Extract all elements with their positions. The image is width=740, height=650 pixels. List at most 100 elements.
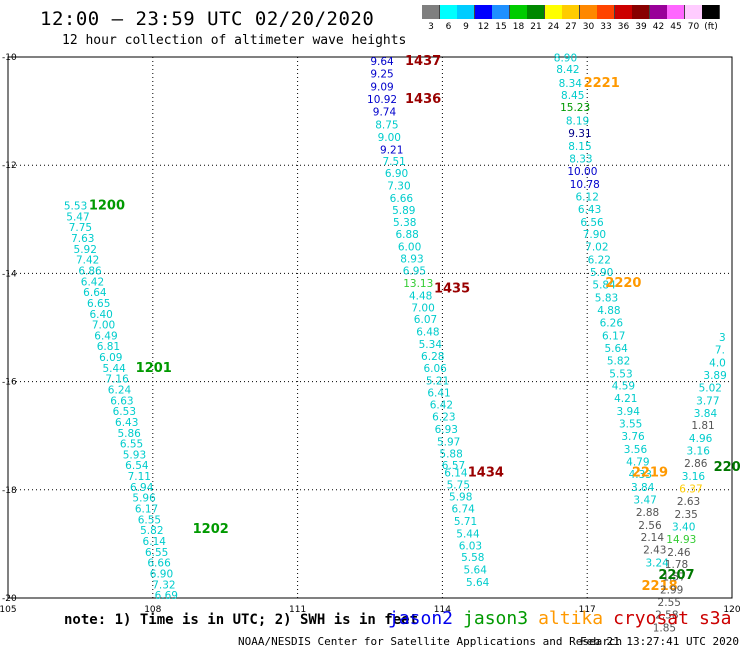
wave-height-value: 2.35 [674, 509, 697, 521]
wave-height-value: 6.95 [403, 265, 426, 277]
wave-height-value: 6.55 [145, 547, 168, 559]
colorbar-label: 30 [582, 22, 595, 32]
pass-time-label: 1437 [405, 54, 441, 69]
pass-time-label: 2218 [642, 579, 678, 594]
colorbar-label: 18 [512, 22, 525, 32]
chart-subtitle: 12 hour collection of altimeter wave hei… [62, 33, 407, 48]
wave-height-value: 6.43 [115, 417, 138, 429]
wave-height-value: 6.93 [435, 424, 458, 436]
wave-height-value: 10.78 [570, 179, 600, 191]
legend-item-s3a: s3a [698, 608, 732, 629]
wave-height-value: 5.75 [447, 480, 470, 492]
wave-height-value: 6.43 [578, 204, 601, 216]
wave-height-value: 6.42 [430, 400, 453, 412]
plot-frame [7, 56, 733, 599]
wave-height-value: 5.64 [466, 577, 490, 589]
wave-height-value: 2.56 [638, 520, 662, 532]
chart-note: note: 1) Time is in UTC; 2) SWH is in fe… [64, 612, 419, 628]
wave-height-value: 5.38 [393, 217, 416, 229]
pass-time-label: 1200 [89, 199, 125, 214]
wave-height-value: 6.65 [87, 298, 110, 310]
wave-height-value: 2.63 [677, 496, 700, 508]
wave-height-value: 6.00 [398, 242, 421, 254]
wave-height-value: 4.88 [597, 305, 620, 317]
wave-height-value: 10.92 [367, 94, 397, 106]
wave-height-value: 8.19 [566, 116, 589, 128]
y-tick-label: -14 [2, 269, 17, 279]
pass-time-label: 2219 [632, 465, 668, 480]
wave-height-value: 8.90 [554, 52, 577, 64]
wave-height-value: 7.30 [387, 181, 410, 193]
wave-height-value: 4.21 [614, 393, 637, 405]
wave-height-value: 7. [715, 344, 725, 356]
wave-height-value: 8.93 [400, 254, 423, 266]
colorbar-label: 42 [652, 22, 665, 32]
wave-height-value: 6.66 [147, 558, 171, 570]
wave-height-value: 5.96 [132, 493, 156, 505]
wave-height-value: 5.47 [66, 211, 89, 223]
wave-height-value: 5.89 [392, 205, 415, 217]
wave-height-value: 6.88 [395, 229, 418, 241]
wave-height-value: 2.55 [658, 597, 681, 609]
wave-height-value: 6.14 [143, 536, 167, 548]
wave-height-value: 7.02 [585, 242, 608, 254]
wave-height-value: 4.0 [709, 357, 726, 369]
wave-height-value: 2.43 [643, 545, 666, 557]
y-tick-label: -18 [2, 486, 17, 496]
x-tick-label: 117 [579, 605, 596, 615]
wave-height-value: 1.57 [662, 572, 685, 584]
wave-height-value: 5.53 [609, 368, 632, 380]
wave-height-value: 3.84 [631, 482, 655, 494]
wave-height-value: 9.09 [370, 82, 393, 94]
generation-timestamp: Feb 21 13:27:41 UTC 2020 [580, 635, 739, 648]
wave-height-value: 2.88 [636, 507, 659, 519]
wave-height-value: 6.23 [432, 412, 455, 424]
wave-height-value: 1.85 [653, 623, 676, 635]
wave-height-value: 8.34 [559, 78, 583, 90]
wave-height-value: 6.06 [423, 363, 447, 375]
pass-time-label: 220 [714, 460, 740, 475]
wave-height-value: 1.78 [665, 559, 688, 571]
colorbar-label: 15 [495, 22, 507, 32]
wave-height-value: 3.76 [621, 431, 645, 443]
x-tick-label: 120 [723, 605, 740, 615]
wave-height-value: 3.55 [619, 419, 642, 431]
y-tick-label: -16 [2, 378, 17, 388]
wave-height-value: 5.82 [607, 355, 630, 367]
wave-height-value: 7.51 [382, 156, 405, 168]
wave-height-value: 7.75 [69, 222, 92, 234]
wave-height-value: 8.15 [568, 141, 591, 153]
wave-height-value: 4.59 [612, 381, 635, 393]
wave-height-value: 8.45 [561, 90, 584, 102]
pass-time-label: 1436 [405, 92, 441, 107]
wave-height-value: 6.07 [414, 314, 437, 326]
wave-height-value: 6.14 [444, 467, 468, 479]
wave-height-value: 5.90 [590, 267, 613, 279]
wave-height-value: 3.89 [703, 370, 726, 382]
wave-height-value: 7.11 [128, 471, 151, 483]
wave-height-value: 2.86 [684, 458, 708, 470]
wave-height-value: 6.56 [580, 217, 604, 229]
wave-height-value: 6.24 [108, 385, 132, 397]
wave-height-value: 10.00 [567, 166, 597, 178]
wave-height-value: 9.31 [568, 128, 591, 140]
wave-height-value: 5.44 [456, 528, 480, 540]
wave-height-value: 6.55 [138, 514, 161, 526]
wave-height-value: 6.66 [390, 193, 414, 205]
wave-height-value: 7.42 [76, 255, 99, 267]
wave-height-value: 9.00 [378, 132, 401, 144]
wave-height-value: 6.48 [416, 327, 439, 339]
wave-height-value: 6.53 [113, 406, 136, 418]
wave-height-value: 6.90 [150, 568, 173, 580]
pass-time-label: 1201 [136, 361, 172, 376]
wave-height-value: 8.75 [375, 119, 398, 131]
wave-height-value: 3.24 [645, 558, 669, 570]
chart-title: 12:00 – 23:59 UTC 02/20/2020 [40, 8, 375, 30]
colorbar-label: 36 [617, 22, 630, 32]
wave-height-value: 6.81 [97, 341, 120, 353]
legend-item-altika: altika [538, 608, 604, 629]
colorbar-label: 3 [428, 22, 434, 32]
wave-height-value: 5.82 [140, 525, 163, 537]
wave-height-value: 6.57 [442, 460, 465, 472]
colorbar-label: 45 [670, 22, 682, 32]
